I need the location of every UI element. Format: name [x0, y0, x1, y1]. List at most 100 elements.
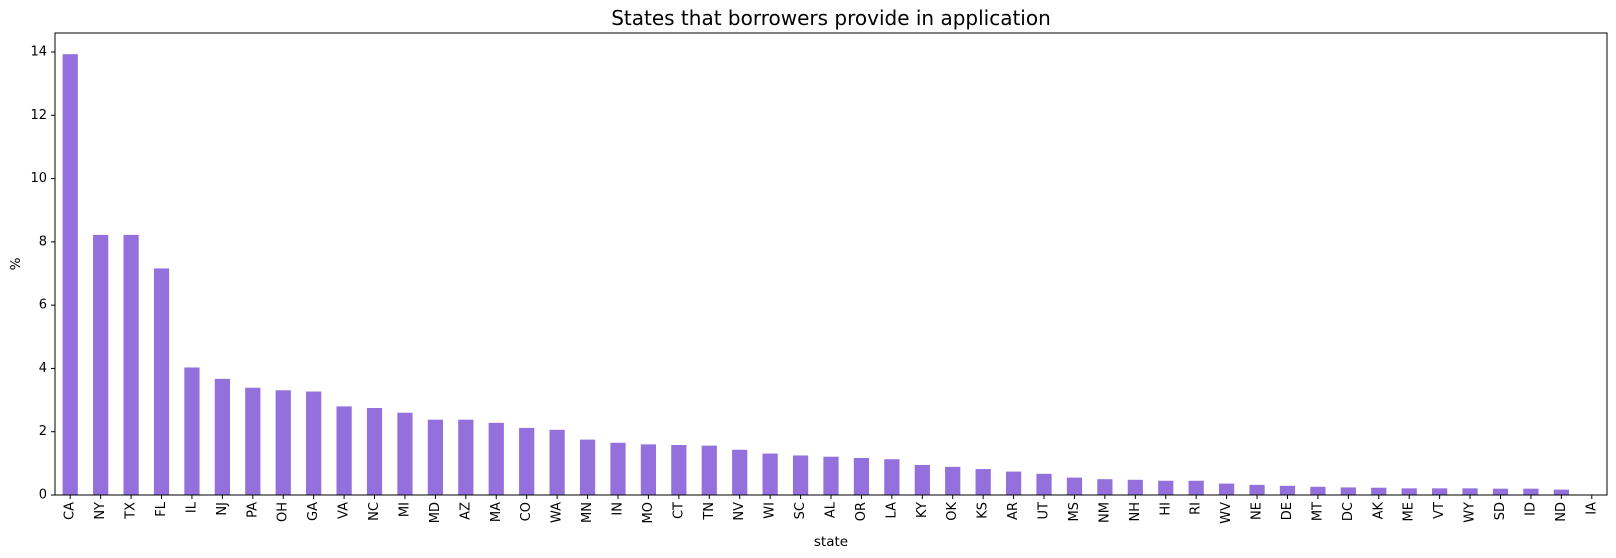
y-axis-label: % — [8, 257, 24, 270]
bar-hi — [1158, 480, 1174, 495]
x-tick-label: OH — [276, 502, 291, 522]
bar-ct — [671, 445, 687, 495]
x-tick-label: MD — [428, 502, 443, 523]
bar-al — [823, 456, 839, 495]
x-tick-label: NJ — [215, 502, 230, 516]
bar-wv — [1219, 483, 1235, 495]
bar-ca — [62, 54, 78, 495]
bar-co — [519, 427, 535, 495]
x-tick-label: KY — [915, 502, 930, 518]
bar-az — [458, 419, 474, 495]
x-tick-label: IN — [610, 502, 625, 516]
x-tick-label: CA — [63, 502, 78, 520]
x-tick-label: NC — [367, 502, 382, 521]
bar-oh — [275, 390, 291, 495]
x-tick-label: SC — [793, 502, 808, 519]
x-tick-label: WY — [1463, 502, 1478, 523]
x-tick-label: ID — [1523, 502, 1538, 516]
x-tick-label: WI — [763, 502, 778, 519]
x-tick-label: ND — [1554, 502, 1569, 522]
x-tick-label: IA — [1584, 502, 1599, 515]
bar-id — [1523, 488, 1539, 495]
x-tick-label: WV — [1219, 502, 1234, 524]
x-tick-label: DC — [1341, 502, 1356, 521]
bar-sc — [792, 455, 809, 495]
bar-mt — [1310, 486, 1326, 495]
y-axis: 0 2 4 6 8 10 12 14 — [30, 44, 55, 503]
bar-sd — [1492, 488, 1509, 495]
y-tick-label: 2 — [39, 424, 47, 439]
x-tick-label: NV — [732, 502, 747, 521]
bar-ks — [975, 469, 991, 495]
bar-il — [184, 367, 200, 495]
x-axis: CA NY TX FL IL NJ PA OH GA VA NC MI MD AZ MA CO WA MN IN MO… — [63, 495, 1599, 524]
x-tick-label: RI — [1189, 502, 1204, 515]
x-tick-label: MA — [489, 502, 504, 522]
x-tick-label: MS — [1067, 502, 1082, 521]
x-tick-label: CO — [519, 502, 534, 521]
bar-pa — [245, 387, 261, 495]
bar-ok — [945, 466, 961, 495]
bar-nd — [1553, 489, 1569, 495]
bar-ut — [1036, 473, 1052, 495]
x-tick-label: GA — [306, 502, 321, 521]
bar-ne — [1249, 484, 1265, 495]
bar-dc — [1340, 487, 1356, 495]
x-tick-label: NM — [1097, 502, 1112, 523]
x-tick-label: AR — [1006, 502, 1021, 520]
x-tick-label: VA — [337, 502, 352, 519]
y-tick-label: 14 — [30, 44, 47, 59]
bar-tx — [123, 234, 139, 495]
bar-ms — [1066, 477, 1083, 495]
bar-de — [1279, 485, 1296, 495]
x-tick-label: NE — [1250, 502, 1265, 520]
x-tick-label: WA — [550, 502, 565, 523]
x-tick-label: AK — [1371, 502, 1386, 520]
x-tick-label: HI — [1158, 502, 1173, 516]
y-tick-label: 10 — [30, 171, 47, 186]
x-tick-label: UT — [1037, 502, 1052, 520]
bar-mn — [579, 439, 596, 495]
bar-or — [853, 457, 870, 495]
bar-ak — [1371, 487, 1387, 495]
x-tick-label: DE — [1280, 502, 1295, 520]
x-tick-label: MN — [580, 502, 595, 523]
x-tick-label: ME — [1402, 502, 1417, 521]
y-tick-label: 0 — [39, 488, 47, 503]
x-axis-label: state — [814, 534, 848, 550]
bar-wa — [549, 429, 565, 495]
bar-fl — [153, 268, 170, 495]
y-tick-label: 12 — [30, 108, 47, 123]
bar-wy — [1462, 488, 1478, 495]
bar-ky — [914, 464, 930, 495]
x-tick-label: LA — [884, 502, 899, 519]
bar-me — [1401, 488, 1417, 495]
x-tick-label: PA — [245, 502, 260, 518]
bar-md — [427, 419, 443, 495]
bar-ri — [1188, 480, 1204, 495]
bar-ma — [488, 422, 504, 495]
x-tick-label: AL — [824, 501, 839, 518]
x-tick-label: TN — [702, 502, 717, 521]
bars-layer — [62, 54, 1569, 495]
x-tick-label: AZ — [458, 502, 473, 520]
y-tick-label: 6 — [39, 298, 47, 313]
bar-in — [610, 442, 626, 495]
x-tick-label: IL — [184, 501, 199, 513]
y-tick-label: 8 — [39, 234, 47, 249]
x-tick-label: FL — [154, 501, 169, 516]
bar-vt — [1432, 488, 1448, 495]
plot-frame — [54, 32, 1608, 496]
bar-nm — [1097, 479, 1113, 495]
x-tick-label: TX — [124, 502, 139, 520]
x-tick-label: SD — [1493, 502, 1508, 520]
x-tick-label: MO — [641, 502, 656, 523]
bar-mi — [397, 412, 413, 495]
x-tick-label: VT — [1432, 502, 1447, 519]
bar-ny — [93, 234, 109, 495]
bar-ga — [306, 391, 322, 495]
bar-nj — [214, 378, 230, 495]
chart-title: States that borrowers provide in applica… — [611, 6, 1051, 30]
x-tick-label: OR — [854, 502, 869, 521]
